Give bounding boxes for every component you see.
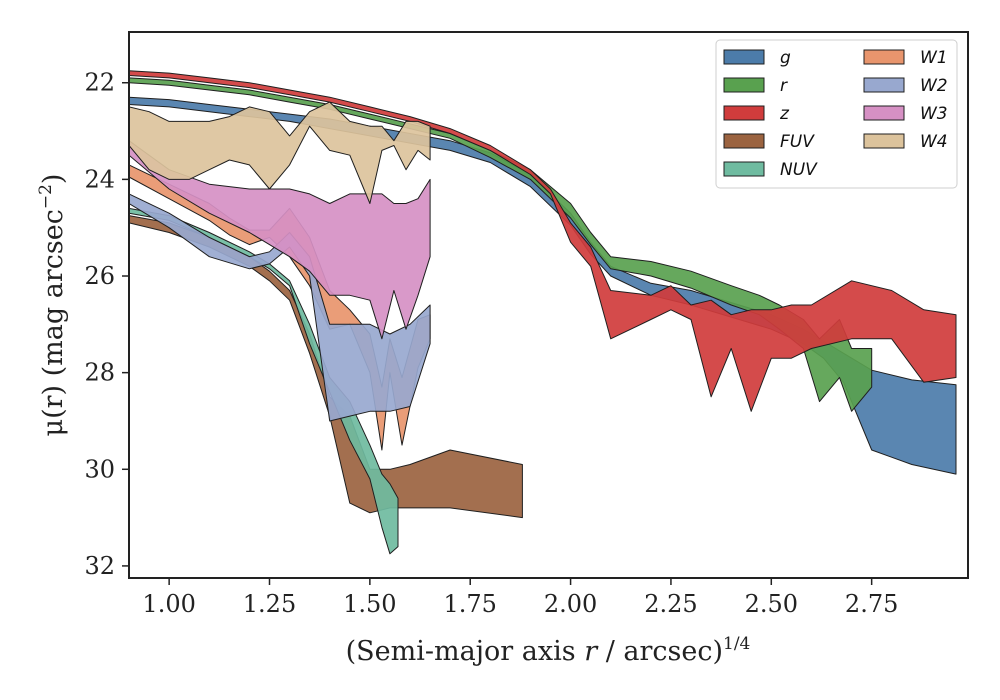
y-tick-label: 28 xyxy=(84,359,115,387)
legend-swatch-W3 xyxy=(863,105,905,121)
y-tick-label: 30 xyxy=(84,455,115,483)
legend-swatch-NUV xyxy=(723,161,765,177)
legend-swatch-r xyxy=(723,77,765,93)
x-tick-label: 2.25 xyxy=(644,590,697,618)
legend-swatch-W4 xyxy=(863,133,905,149)
legend-label-z: z xyxy=(779,104,790,124)
legend-label-W3: W3 xyxy=(920,104,948,124)
x-tick-label: 2.75 xyxy=(845,590,898,618)
x-axis-label-exponent: 1/4 xyxy=(723,634,750,654)
x-axis-label-tail: / arcsec) xyxy=(597,636,723,667)
y-axis-label-exponent: −2 xyxy=(36,184,56,209)
legend-swatch-W1 xyxy=(863,49,905,65)
x-tick-label: 1.50 xyxy=(343,590,396,618)
plot-frame xyxy=(128,31,969,579)
legend-label-W4: W4 xyxy=(920,132,948,152)
x-axis-label: (Semi-major axis r / arcsec)1/4 xyxy=(346,634,751,667)
legend-label-r: r xyxy=(780,76,788,96)
legend-label-FUV: FUV xyxy=(780,132,815,152)
ticks-layer: 1.00 1.25 1.50 1.75 2.00 2.25 2.50 2.75 22 24 26 28… xyxy=(84,69,898,618)
legend: grz FUV NUV W1 W2 W3 W4 xyxy=(715,39,958,189)
legend-label-W2: W2 xyxy=(920,76,948,96)
y-tick-label: 32 xyxy=(84,552,115,580)
x-tick-label: 1.75 xyxy=(444,590,497,618)
x-tick-label: 1.00 xyxy=(142,590,195,618)
y-tick-label: 26 xyxy=(84,262,115,290)
band-z xyxy=(129,70,957,412)
x-tick-label: 1.25 xyxy=(243,590,296,618)
y-axis-label-tail: ) xyxy=(38,174,69,185)
legend-label-g: g xyxy=(780,48,791,68)
legend-swatch-W2 xyxy=(863,77,905,93)
band-FUV xyxy=(129,215,523,519)
legend-label-W1: W1 xyxy=(920,48,948,68)
y-tick-label: 22 xyxy=(84,69,115,97)
y-axis-label: μ(r) (mag arcsec−2) xyxy=(36,174,69,437)
band-W3 xyxy=(129,140,431,340)
band-W4 xyxy=(129,101,431,204)
y-tick-label: 24 xyxy=(84,165,115,193)
x-tick-label: 2.50 xyxy=(745,590,798,618)
x-axis-label-main: (Semi-major axis xyxy=(346,636,585,667)
legend-swatch-FUV xyxy=(723,133,765,149)
legend-box xyxy=(715,39,958,189)
legend-label-NUV: NUV xyxy=(780,160,818,180)
legend-swatch-g xyxy=(723,49,765,65)
y-axis-label-main: μ(r) (mag arcsec xyxy=(38,209,69,436)
band-layer xyxy=(129,70,957,555)
x-tick-label: 2.00 xyxy=(544,590,597,618)
legend-swatch-z xyxy=(723,105,765,121)
x-axis-label-var: r xyxy=(584,636,599,667)
